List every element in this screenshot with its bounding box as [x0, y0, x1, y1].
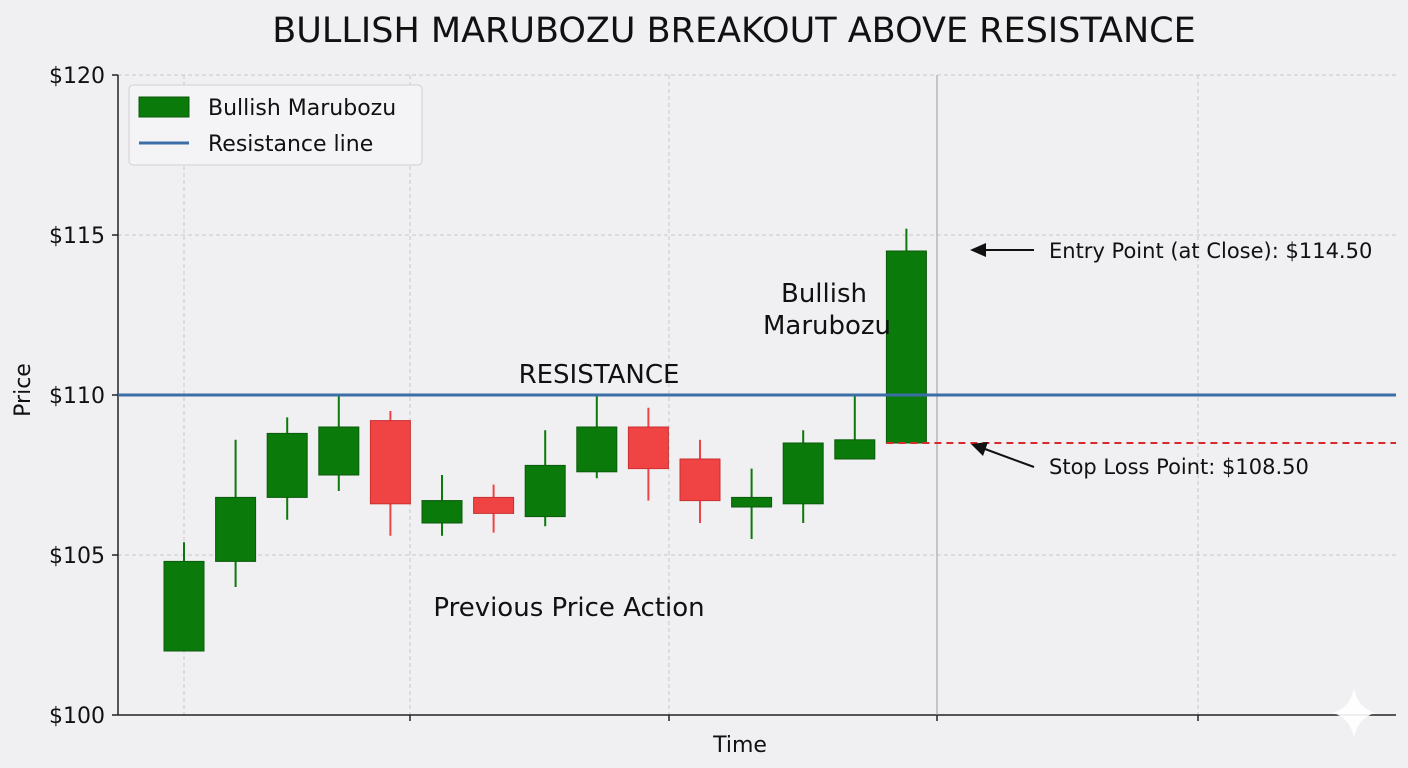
sparkle-icon	[1332, 688, 1376, 738]
resistance-annotation: RESISTANCE	[519, 360, 680, 390]
candle	[421, 475, 463, 536]
candle	[576, 395, 618, 479]
candle-body	[215, 496, 257, 562]
y-axis-label: Price	[11, 363, 36, 417]
y-tick-label: $110	[49, 384, 105, 409]
candles	[163, 228, 927, 652]
legend-bullish-label: Bullish Marubozu	[208, 96, 396, 121]
y-tick-label: $120	[49, 64, 105, 89]
previous-action-annotation: Previous Price Action	[433, 593, 704, 623]
candle-body	[731, 496, 773, 508]
stop-arrow-shaft	[984, 448, 1035, 468]
candle-body	[266, 432, 308, 498]
candle	[473, 484, 515, 533]
candle	[369, 411, 411, 536]
level-lines	[118, 75, 1396, 715]
candle-body	[834, 439, 876, 460]
candle	[885, 228, 927, 444]
candle-body	[318, 426, 360, 476]
candle	[627, 407, 669, 501]
entry-arrow-head	[970, 243, 986, 257]
marubozu-annotation-line1: Bullish	[781, 279, 867, 309]
candle-body	[421, 500, 463, 524]
stop-arrow	[971, 442, 1035, 468]
candle-body	[473, 496, 515, 514]
candle-body	[369, 420, 411, 505]
candle	[215, 439, 257, 587]
candle	[782, 430, 824, 523]
y-tick-label: $105	[49, 544, 105, 569]
candle-body	[885, 250, 927, 444]
candle	[163, 542, 205, 652]
marubozu-annotation-line2: Marubozu	[763, 311, 891, 341]
candle	[731, 468, 773, 539]
entry-annotation: Entry Point (at Close): $114.50	[1049, 239, 1372, 263]
candle	[524, 430, 566, 527]
legend: Bullish Marubozu Resistance line	[128, 84, 423, 166]
candle	[318, 395, 360, 491]
y-tick-label: $115	[49, 224, 105, 249]
candle-body	[163, 560, 205, 652]
axes: $100 $105 $110 $115 $120	[49, 64, 1396, 729]
x-axis-label: Time	[712, 733, 767, 758]
y-tick-label: $100	[49, 704, 105, 729]
chart-title: BULLISH MARUBOZU BREAKOUT ABOVE RESISTAN…	[272, 11, 1195, 51]
legend-box	[128, 84, 423, 166]
candle	[834, 395, 876, 460]
entry-arrow	[970, 243, 1034, 257]
candle-body	[782, 442, 824, 505]
stop-annotation: Stop Loss Point: $108.50	[1049, 455, 1309, 479]
legend-bullish-swatch	[138, 96, 190, 118]
legend-resistance-label: Resistance line	[208, 132, 373, 157]
stop-arrow-head	[971, 442, 988, 456]
candle-body	[524, 464, 566, 518]
candle	[679, 439, 721, 523]
candle-body	[627, 426, 669, 470]
candle-body	[679, 458, 721, 502]
candle	[266, 417, 308, 520]
candle-body	[576, 426, 618, 473]
